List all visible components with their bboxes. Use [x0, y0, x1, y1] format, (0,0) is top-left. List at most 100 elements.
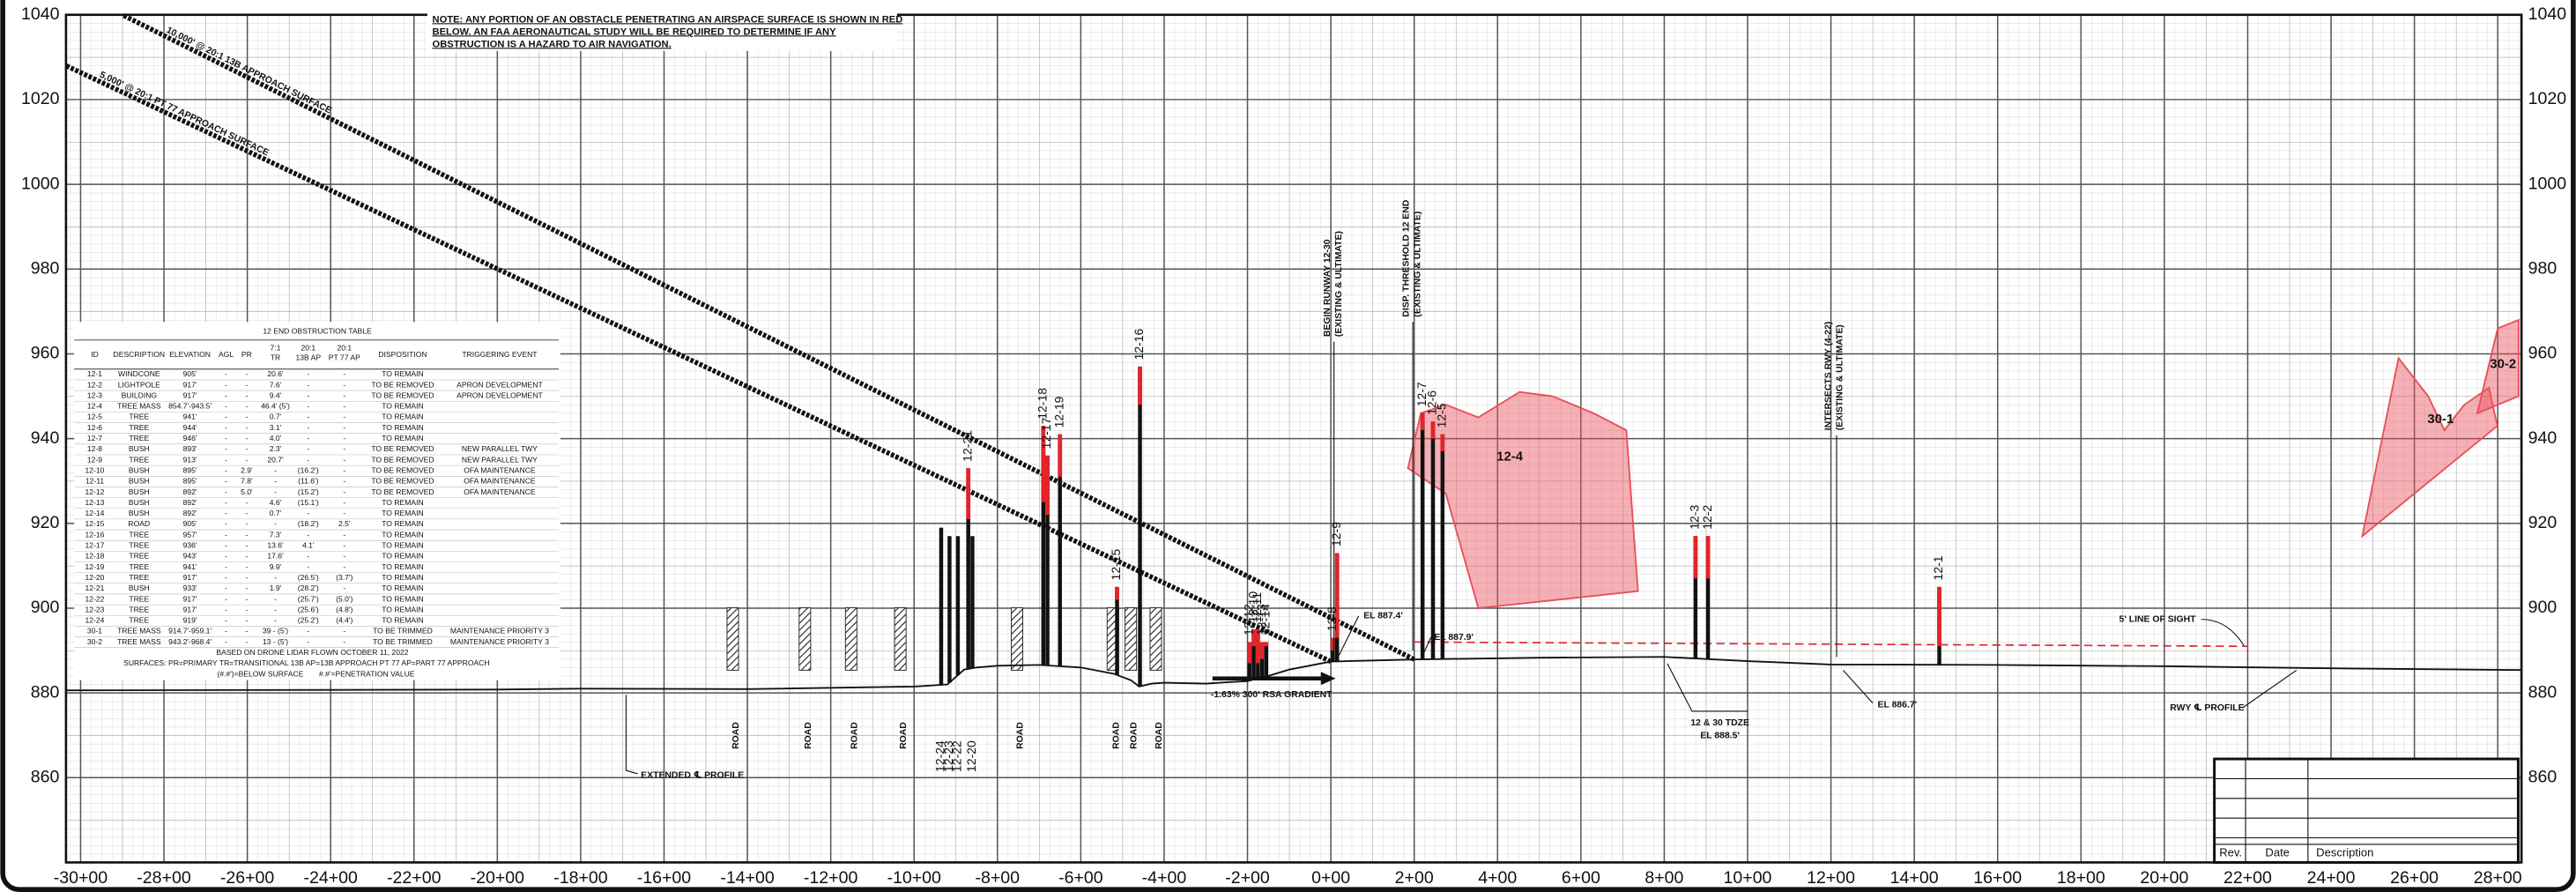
table-cell: - — [245, 573, 248, 582]
note-line: OBSTRUCTION IS A HAZARD TO AIR NAVIGATIO… — [433, 39, 672, 49]
table-cell: 13.6' — [267, 541, 284, 550]
table-cell: BUSH — [129, 444, 150, 453]
table-cell: 2.5' — [338, 519, 351, 528]
table-cell: - — [225, 390, 227, 399]
table-cell: 4.1' — [302, 541, 315, 550]
tree-mass-label: 30-2 — [2490, 357, 2516, 371]
table-cell: - — [343, 390, 345, 399]
table-cell: 20.7' — [267, 455, 284, 464]
table-cell: TO REMAIN — [382, 423, 423, 432]
annotation: (EXISTING & ULTIMATE) — [1835, 324, 1845, 430]
table-cell: (26.5') — [298, 573, 319, 582]
table-cell: 46.4' (5') — [261, 402, 290, 411]
table-cell: 12-13 — [85, 498, 105, 507]
road-label: ROAD — [850, 722, 859, 749]
table-cell: 917' — [183, 605, 197, 613]
road-marker — [845, 608, 857, 671]
table-cell: - — [245, 380, 248, 389]
penetration — [1264, 642, 1268, 646]
table-cell: - — [225, 465, 227, 474]
annotation: DISP. THRESHOLD 12 END — [1401, 199, 1411, 316]
table-cell: TO REMAIN — [382, 562, 423, 571]
table-cell: 0.7' — [270, 413, 282, 421]
table-cell: TO REMAIN — [382, 584, 423, 592]
table-cell: TREE — [129, 455, 149, 464]
table-header: 20:1 — [337, 343, 352, 352]
table-cell: - — [225, 477, 227, 486]
table-cell: 4.0' — [270, 434, 282, 442]
table-cell: - — [307, 444, 309, 453]
table-cell: - — [245, 519, 248, 528]
table-cell: TO BE TRIMMED — [373, 627, 433, 636]
table-cell: - — [343, 487, 345, 496]
table-cell: - — [245, 552, 248, 561]
road-label: ROAD — [1111, 722, 1121, 749]
table-cell: TO REMAIN — [382, 434, 423, 442]
table-cell: - — [343, 380, 345, 389]
penetration — [1247, 642, 1251, 663]
table-cell: - — [307, 627, 309, 636]
table-cell: TO REMAIN — [382, 402, 423, 411]
table-cell: - — [225, 369, 227, 378]
annotation: EL 887.4' — [1363, 612, 1403, 621]
table-cell: - — [343, 369, 345, 378]
table-cell: - — [245, 509, 248, 517]
revision-header: Description — [2316, 846, 2373, 859]
table-header: TRIGGERING EVENT — [462, 350, 538, 359]
table-cell: (15.1') — [298, 498, 319, 507]
table-cell: 895' — [183, 465, 197, 474]
table-cell: 936' — [183, 541, 197, 550]
x-tick-label: 20+00 — [2140, 868, 2188, 888]
table-cell: - — [225, 402, 227, 411]
y-tick-label: 940 — [2528, 428, 2557, 448]
tree-mass-label: 12-4 — [1496, 450, 1524, 465]
table-cell: - — [343, 402, 345, 411]
y-tick-label: 1000 — [21, 174, 60, 193]
table-cell: 12-14 — [85, 509, 105, 517]
table-cell: 895' — [183, 477, 197, 486]
table-cell: 12-19 — [85, 562, 105, 571]
table-cell: 12-9 — [87, 455, 102, 464]
table-header: PT 77 AP — [329, 353, 360, 362]
table-cell: ROAD — [128, 519, 150, 528]
table-cell: - — [307, 369, 309, 378]
table-cell: 941' — [183, 562, 197, 571]
table-cell: (25.2') — [298, 616, 319, 625]
table-cell: (3.7') — [336, 573, 353, 582]
drawing: 8608608808809009009209209409409609609809… — [0, 0, 2576, 892]
x-tick-label: -12+00 — [804, 868, 858, 888]
y-tick-label: 880 — [31, 682, 60, 702]
table-cell: BUSH — [129, 509, 150, 517]
table-cell: TREE — [129, 616, 149, 625]
table-cell: - — [274, 605, 277, 613]
x-tick-label: -18+00 — [553, 868, 608, 888]
annotation: (EXISTING & ULTIMATE) — [1413, 212, 1422, 317]
table-cell: LIGHTPOLE — [118, 380, 160, 389]
table-cell: - — [343, 584, 345, 592]
line-of-sight-label: 5' LINE OF SIGHT — [2119, 614, 2197, 624]
table-cell: - — [225, 498, 227, 507]
table-cell: - — [245, 562, 248, 571]
table-cell: - — [225, 594, 227, 603]
table-cell: BUSH — [129, 465, 150, 474]
table-cell: 12-11 — [85, 477, 105, 486]
table-cell: - — [274, 519, 277, 528]
table-cell: - — [225, 423, 227, 432]
x-tick-label: 22+00 — [2223, 868, 2272, 888]
table-cell: TO REMAIN — [382, 413, 423, 421]
table-cell: OFA MAINTENANCE — [464, 487, 536, 496]
table-cell: (28.2') — [298, 584, 319, 592]
table-cell: 892' — [183, 498, 197, 507]
table-cell: BUSH — [129, 498, 150, 507]
table-cell: TO REMAIN — [382, 616, 423, 625]
table-cell: - — [274, 573, 277, 582]
obstruction-label: 12-1 — [1931, 555, 1945, 580]
table-cell: MAINTENANCE PRIORITY 3 — [450, 627, 549, 636]
table-header: 7:1 — [271, 343, 281, 352]
penetration — [966, 468, 970, 519]
note-line: BELOW. AN FAA AERONAUTICAL STUDY WILL BE… — [433, 26, 837, 37]
table-cell: - — [343, 434, 345, 442]
table-cell: - — [245, 594, 248, 603]
table-cell: 30-1 — [87, 627, 102, 636]
tree-mass-label: 30-1 — [2427, 413, 2454, 427]
